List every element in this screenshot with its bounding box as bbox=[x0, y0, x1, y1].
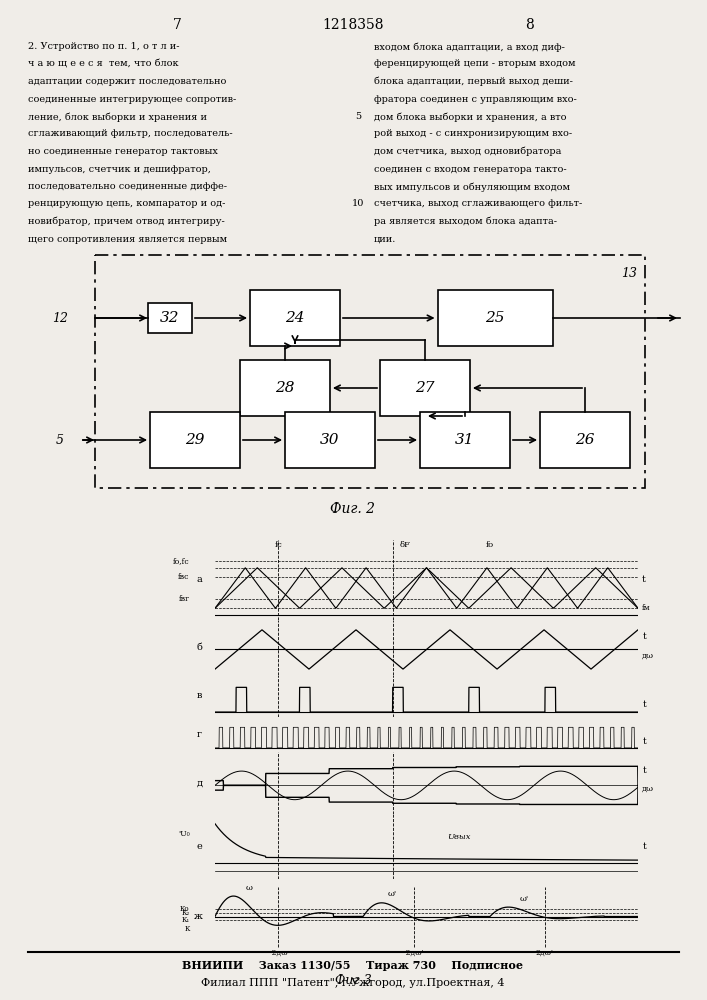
Bar bbox=[540, 412, 630, 468]
Text: δF: δF bbox=[400, 541, 411, 549]
Text: t: t bbox=[642, 842, 646, 851]
Text: ж: ж bbox=[194, 912, 202, 921]
Text: рой выход - с синхронизирующим вхо-: рой выход - с синхронизирующим вхо- bbox=[374, 129, 572, 138]
Text: -2дω: -2дω bbox=[269, 949, 288, 957]
Text: соединенные интегрирующее сопротив-: соединенные интегрирующее сопротив- bbox=[28, 95, 236, 104]
Text: К₂: К₂ bbox=[182, 909, 189, 917]
Text: 2. Устройство по п. 1, о т л и-: 2. Устройство по п. 1, о т л и- bbox=[28, 42, 180, 51]
Text: последовательно соединенные диффе-: последовательно соединенные диффе- bbox=[28, 182, 227, 191]
Text: а: а bbox=[197, 576, 202, 584]
Text: б: б bbox=[197, 643, 202, 652]
Bar bbox=[95, 255, 645, 488]
Text: 28: 28 bbox=[275, 381, 295, 395]
Text: К₁: К₁ bbox=[182, 916, 189, 924]
Text: фратора соединен с управляющим вхо-: фратора соединен с управляющим вхо- bbox=[374, 95, 577, 104]
Text: счетчика, выход сглаживающего фильт-: счетчика, выход сглаживающего фильт- bbox=[374, 200, 583, 209]
Text: ра является выходом блока адапта-: ра является выходом блока адапта- bbox=[374, 217, 557, 227]
Text: д: д bbox=[197, 778, 202, 788]
Text: дω: дω bbox=[642, 785, 654, 793]
Bar bbox=[250, 290, 340, 346]
Text: новибратор, причем отвод интегриру-: новибратор, причем отвод интегриру- bbox=[28, 217, 225, 227]
Text: сглаживающий фильтр, последователь-: сглаживающий фильтр, последователь- bbox=[28, 129, 233, 138]
Text: 5: 5 bbox=[56, 434, 64, 446]
Text: блока адаптации, первый выход деши-: блока адаптации, первый выход деши- bbox=[374, 77, 573, 87]
Text: 8: 8 bbox=[525, 18, 534, 32]
Text: t: t bbox=[642, 576, 646, 584]
Text: адаптации содержит последовательно: адаптации содержит последовательно bbox=[28, 77, 226, 86]
Text: Фиг 3: Фиг 3 bbox=[334, 974, 371, 987]
Text: 13: 13 bbox=[621, 267, 637, 280]
Text: дω: дω bbox=[642, 652, 654, 660]
Text: 26: 26 bbox=[575, 433, 595, 447]
Text: но соединенные генератор тактовых: но соединенные генератор тактовых bbox=[28, 147, 218, 156]
Text: fо: fо bbox=[486, 541, 494, 549]
Bar bbox=[438, 290, 552, 346]
Bar bbox=[380, 360, 470, 416]
Text: 10: 10 bbox=[352, 200, 364, 209]
Text: t: t bbox=[642, 632, 646, 641]
Text: Ко: Ко bbox=[180, 905, 189, 913]
Bar bbox=[285, 412, 375, 468]
Text: щего сопротивления является первым: щего сопротивления является первым bbox=[28, 234, 227, 243]
Text: ренцирующую цепь, компаратор и од-: ренцирующую цепь, компаратор и од- bbox=[28, 200, 226, 209]
Text: 31: 31 bbox=[455, 433, 474, 447]
Text: соединен с входом генератора такто-: соединен с входом генератора такто- bbox=[374, 164, 566, 174]
Text: е: е bbox=[197, 842, 202, 851]
Text: ω': ω' bbox=[519, 895, 528, 903]
Text: fвr: fвr bbox=[179, 595, 189, 603]
Text: fс: fс bbox=[274, 541, 282, 549]
Text: 29: 29 bbox=[185, 433, 205, 447]
Text: 25: 25 bbox=[485, 311, 505, 325]
Text: t: t bbox=[642, 766, 646, 775]
Text: fвс: fвс bbox=[178, 573, 189, 581]
Text: 7: 7 bbox=[173, 18, 182, 32]
Text: ции.: ции. bbox=[374, 234, 397, 243]
Text: 'U₀: 'U₀ bbox=[178, 830, 189, 838]
Text: дом счетчика, выход одновибратора: дом счетчика, выход одновибратора bbox=[374, 147, 561, 156]
Text: ференцирующей цепи - вторым входом: ференцирующей цепи - вторым входом bbox=[374, 60, 575, 68]
Text: 1218358: 1218358 bbox=[322, 18, 384, 32]
Text: Фиг. 2: Фиг. 2 bbox=[330, 502, 375, 516]
Bar bbox=[240, 360, 330, 416]
Text: входом блока адаптации, а вход диф-: входом блока адаптации, а вход диф- bbox=[374, 42, 565, 51]
Text: ВНИИПИ    Заказ 1130/55    Тираж 730    Подписное: ВНИИПИ Заказ 1130/55 Тираж 730 Подписное bbox=[182, 960, 523, 971]
Text: 27: 27 bbox=[415, 381, 435, 395]
Text: 32: 32 bbox=[160, 311, 180, 325]
Text: fм: fм bbox=[642, 604, 651, 612]
Text: 24: 24 bbox=[285, 311, 305, 325]
Text: -2дω': -2дω' bbox=[404, 949, 424, 957]
Text: fо,fс: fо,fс bbox=[173, 557, 189, 565]
Text: ω': ω' bbox=[388, 890, 397, 898]
Text: Uвых: Uвых bbox=[448, 833, 471, 841]
Text: t: t bbox=[642, 737, 646, 746]
Text: 2дω': 2дω' bbox=[536, 949, 554, 957]
Text: Филиал ППП "Патент", г.Ужгород, ул.Проектная, 4: Филиал ППП "Патент", г.Ужгород, ул.Проек… bbox=[201, 978, 505, 988]
Text: t: t bbox=[642, 700, 646, 709]
Bar bbox=[420, 412, 510, 468]
Text: 5: 5 bbox=[355, 112, 361, 121]
Text: ление, блок выборки и хранения и: ление, блок выборки и хранения и bbox=[28, 112, 207, 121]
Text: г: г bbox=[197, 730, 202, 739]
Text: дом блока выборки и хранения, а вто: дом блока выборки и хранения, а вто bbox=[374, 112, 566, 121]
Text: 12: 12 bbox=[52, 312, 68, 324]
Text: ω: ω bbox=[245, 884, 252, 892]
Text: импульсов, счетчик и дешифратор,: импульсов, счетчик и дешифратор, bbox=[28, 164, 211, 174]
Bar bbox=[148, 303, 192, 333]
Text: ч а ю щ е е с я  тем, что блок: ч а ю щ е е с я тем, что блок bbox=[28, 60, 179, 68]
Text: К: К bbox=[185, 925, 189, 933]
Text: 30: 30 bbox=[320, 433, 340, 447]
Bar bbox=[150, 412, 240, 468]
Text: в: в bbox=[197, 692, 202, 700]
Text: вых импульсов и обнуляющим входом: вых импульсов и обнуляющим входом bbox=[374, 182, 570, 192]
